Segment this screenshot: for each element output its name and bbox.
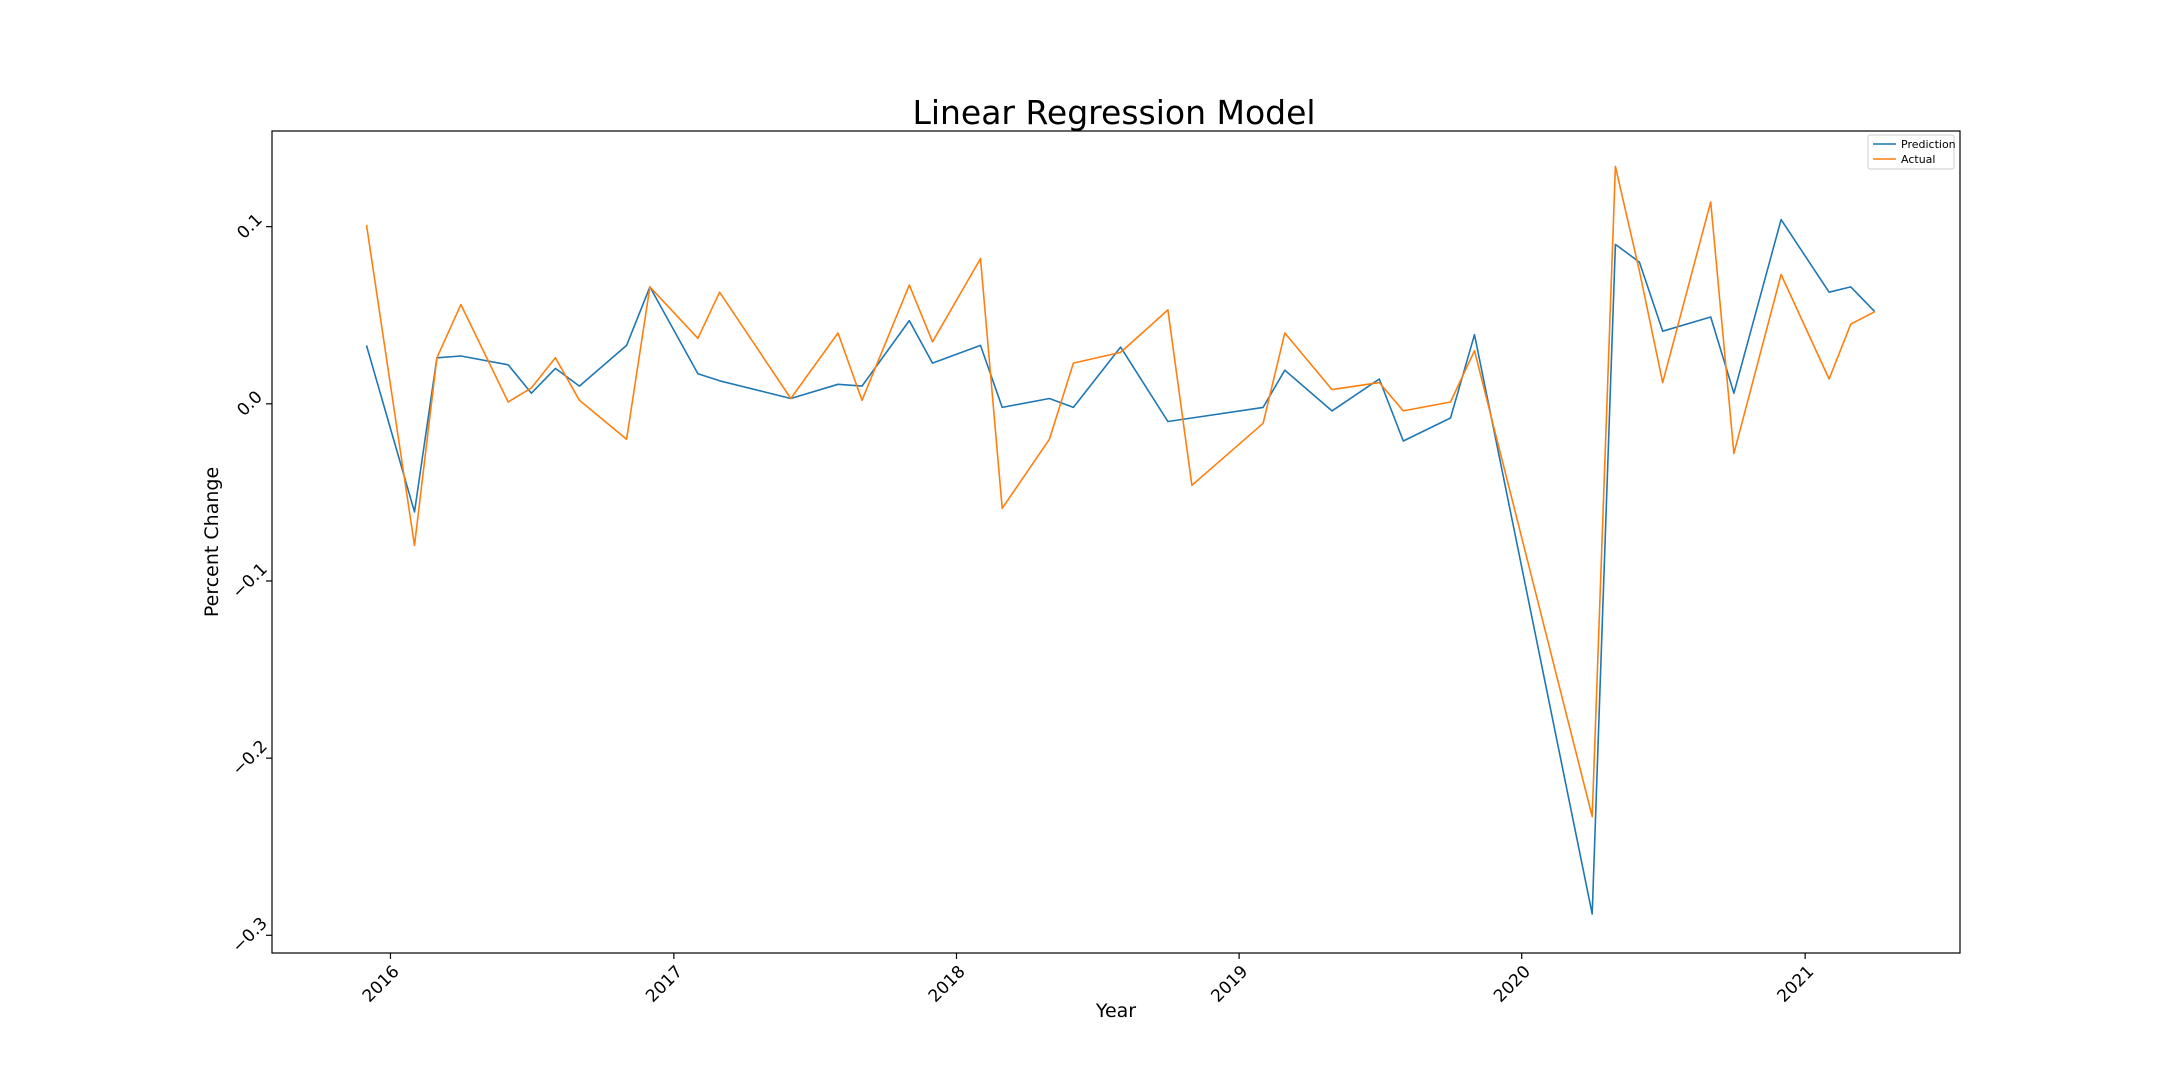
x-tick-label: 2016 bbox=[359, 962, 404, 1007]
x-axis: 2016 2017 2018 2019 2020 2021 bbox=[359, 953, 1818, 1007]
y-tick-label: 0.0 bbox=[233, 387, 266, 420]
legend-label-prediction: Prediction bbox=[1901, 138, 1956, 151]
chart-title: Linear Regression Model bbox=[912, 93, 1315, 132]
series-layer bbox=[365, 165, 1876, 915]
series-line-actual bbox=[365, 165, 1876, 818]
x-axis-label: Year bbox=[1095, 1000, 1136, 1022]
x-tick-label: 2020 bbox=[1490, 962, 1535, 1007]
x-tick-label: 2019 bbox=[1207, 962, 1252, 1007]
legend: Prediction Actual bbox=[1867, 134, 1956, 170]
x-tick-label: 2021 bbox=[1773, 962, 1818, 1007]
y-axis: 0.1 0.0 −0.1 −0.2 −0.3 bbox=[228, 210, 272, 957]
y-tick-label: −0.3 bbox=[228, 914, 271, 957]
y-axis-label: Percent Change bbox=[201, 467, 223, 617]
legend-label-actual: Actual bbox=[1901, 153, 1935, 166]
x-tick-label: 2018 bbox=[925, 962, 970, 1007]
plot-frame bbox=[271, 130, 1961, 954]
plot-area bbox=[271, 130, 1961, 954]
series-line-prediction bbox=[365, 218, 1876, 915]
y-tick-label: 0.1 bbox=[233, 210, 266, 243]
y-tick-label: −0.1 bbox=[228, 559, 271, 602]
y-tick-label: −0.2 bbox=[228, 736, 271, 779]
x-tick-label: 2017 bbox=[642, 962, 687, 1007]
